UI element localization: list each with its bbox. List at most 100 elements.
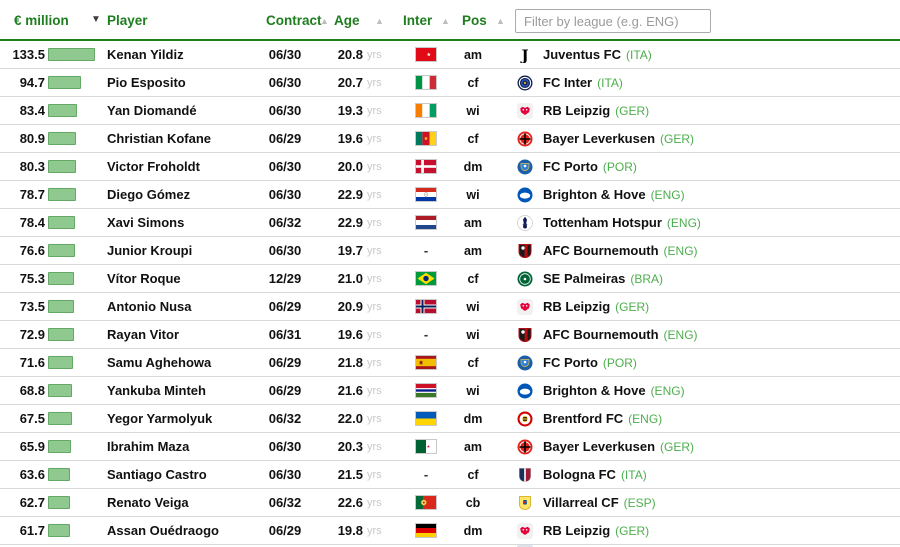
table-body: 133.5 Kenan Yildiz 06/30 20.8 yrs am J Juventus… [0,41,900,545]
age-unit: yrs [367,272,382,285]
club-name[interactable]: Bayer Leverkusen [543,131,656,146]
position: dm [463,523,483,538]
league-code: (ITA) [626,47,652,62]
position: cf [467,467,479,482]
column-header-contract[interactable]: Contract [266,13,322,28]
value-bar [46,524,104,537]
contract-end: 06/30 [268,103,302,118]
position: cf [467,271,479,286]
player-name[interactable]: Renato Veiga [107,495,189,510]
player-name[interactable]: Junior Kroupi [107,243,193,258]
leverkusen-logo-icon [517,439,533,455]
player-name[interactable]: Ibrahim Maza [107,439,190,454]
player-name[interactable]: Christian Kofane [107,131,212,146]
inter-sort-arrow-icon[interactable]: ▲ [441,16,450,26]
player-name[interactable]: Yankuba Minteh [107,383,206,398]
age-value: 20.7 [337,75,363,90]
age-value: 20.0 [337,159,363,174]
market-value: 83.4 [19,103,45,118]
position: dm [463,159,483,174]
league-code: (ENG) [650,187,685,202]
no-flag-dash: - [423,327,429,342]
player-name[interactable]: Pio Esposito [107,75,186,90]
value-sort-caret-icon[interactable]: ▼ [91,14,101,25]
position: wi [466,327,480,342]
column-header-age[interactable]: Age [334,13,360,28]
age-sort-arrow-icon[interactable]: ▲ [375,16,384,26]
club-name[interactable]: Brighton & Hove [543,187,646,202]
player-name[interactable]: Rayan Vitor [107,327,180,342]
table-header: € million ▼ Player Contract ▲ Age ▲ Inte… [0,0,900,41]
club-name[interactable]: RB Leipzig [543,523,611,538]
contract-sort-arrow-icon[interactable]: ▲ [320,16,329,26]
club-name[interactable]: RB Leipzig [543,299,611,314]
flag-alg-icon [392,439,460,454]
value-bar [46,160,104,173]
age-value: 22.0 [337,411,363,426]
contract-end: 06/29 [268,523,302,538]
league-filter-input[interactable] [515,9,711,33]
player-name[interactable]: Xavi Simons [107,215,185,230]
market-value: 63.6 [19,467,45,482]
club-cell: J Juventus FC (ITA) [486,47,900,63]
svg-text:J: J [519,47,528,63]
player-name[interactable]: Diego Gómez [107,187,191,202]
age-value: 21.8 [337,355,363,370]
column-header-pos[interactable]: Pos [462,13,487,28]
value-bar [46,188,104,201]
club-name[interactable]: Brentford FC [543,411,624,426]
pos-sort-arrow-icon[interactable]: ▲ [496,16,505,26]
table-row: 78.4 Xavi Simons 06/32 22.9 yrs am Tottenham H… [0,209,900,237]
bologna-logo-icon [517,467,533,483]
club-name[interactable]: Tottenham Hotspur [543,215,662,230]
flag-tur-icon [392,47,460,62]
column-header-value[interactable]: € million [14,13,69,28]
player-name[interactable]: Victor Froholdt [107,159,200,174]
player-name[interactable]: Santiago Castro [107,467,207,482]
player-name[interactable]: Yegor Yarmolyuk [107,411,213,426]
club-name[interactable]: Juventus FC [543,47,622,62]
club-name[interactable]: FC Porto [543,159,598,174]
position: cf [467,355,479,370]
value-bar [46,412,104,425]
club-cell: Villarreal CF (ESP) [486,495,900,511]
contract-end: 06/30 [268,75,302,90]
value-bar [46,272,104,285]
market-value: 71.6 [19,355,45,370]
table-row: 83.4 Yan Diomandé 06/30 19.3 yrs wi RB Leipzig… [0,97,900,125]
club-name[interactable]: AFC Bournemouth [543,243,659,258]
age-unit: yrs [367,524,382,537]
club-name[interactable]: Brighton & Hove [543,383,646,398]
column-header-inter[interactable]: Inter [403,13,433,28]
player-name[interactable]: Yan Diomandé [107,103,197,118]
market-value: 94.7 [19,75,45,90]
club-name[interactable]: FC Porto [543,355,598,370]
club-cell: FC Porto (POR) [486,159,900,175]
player-name[interactable]: Assan Ouédraogo [107,523,219,538]
club-name[interactable]: Bologna FC [543,467,616,482]
position: cf [467,75,479,90]
club-name[interactable]: AFC Bournemouth [543,327,659,342]
club-name[interactable]: RB Leipzig [543,103,611,118]
age-value: 19.3 [337,103,363,118]
player-name[interactable]: Samu Aghehowa [107,355,212,370]
club-name[interactable]: Bayer Leverkusen [543,439,656,454]
club-cell: FC Porto (POR) [486,355,900,371]
market-value: 65.9 [19,439,45,454]
player-name[interactable]: Kenan Yildiz [107,47,184,62]
position: cf [467,131,479,146]
table-row: 73.5 Antonio Nusa 06/29 20.9 yrs wi RB Leipzig… [0,293,900,321]
club-name[interactable]: Villarreal CF [543,495,619,510]
table-row: 63.6 Santiago Castro 06/30 21.5 yrs - cf Bologn… [0,461,900,489]
age-value: 19.6 [337,131,363,146]
club-name[interactable]: SE Palmeiras [543,271,626,286]
contract-end: 06/30 [268,159,302,174]
table-row: 65.9 Ibrahim Maza 06/30 20.3 yrs am Bayer Leve… [0,433,900,461]
club-name[interactable]: FC Inter [543,75,593,90]
market-value: 67.5 [19,411,45,426]
player-name[interactable]: Antonio Nusa [107,299,192,314]
player-name[interactable]: Vítor Roque [107,271,181,286]
table-row: 76.6 Junior Kroupi 06/30 19.7 yrs - am AFC Bour… [0,237,900,265]
flag-bra-icon [392,271,460,286]
age-unit: yrs [367,160,382,173]
